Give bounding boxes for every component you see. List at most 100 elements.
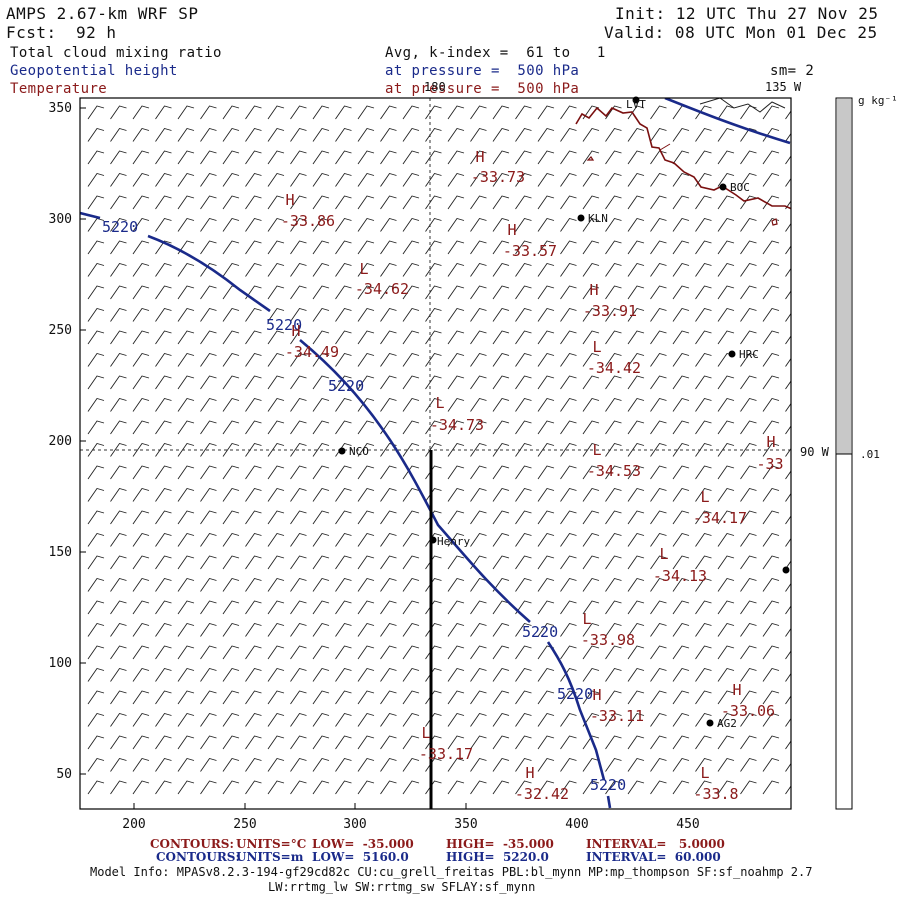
- wind-barb: [357, 105, 375, 120]
- wind-barb: [222, 330, 240, 345]
- wind-barb: [222, 532, 240, 547]
- wind-barb: [132, 352, 150, 367]
- wind-barb: [605, 285, 622, 300]
- wind-barb: [380, 195, 397, 210]
- wind-barb: [717, 690, 735, 705]
- wind-barb: [447, 780, 465, 795]
- wind-barb: [515, 217, 532, 232]
- wind-barb: [132, 420, 150, 435]
- wind-barb: [402, 510, 420, 525]
- wind-barb: [650, 667, 667, 682]
- wind-barb: [537, 690, 555, 705]
- wind-barb: [537, 105, 555, 120]
- wind-barb: [200, 307, 217, 322]
- wind-barb: [582, 532, 600, 547]
- wind-barb: [425, 645, 442, 660]
- wind-barb: [402, 420, 420, 435]
- wind-barb: [672, 195, 690, 210]
- wind-barb: [740, 375, 757, 390]
- wind-barb: [627, 532, 645, 547]
- wind-barb: [695, 712, 712, 727]
- wind-barb: [380, 622, 397, 637]
- wind-barb: [425, 555, 442, 570]
- wind-barb: [537, 150, 555, 165]
- wind-barb: [110, 465, 127, 480]
- wind-barb: [582, 307, 600, 322]
- wind-barb: [290, 285, 307, 300]
- model-info-2: LW:rrtmg_lw SW:rrtmg_sw SFLAY:sf_mynn: [268, 880, 536, 894]
- wind-barb: [672, 555, 690, 570]
- wind-barb: [245, 172, 262, 187]
- wind-barb: [87, 150, 105, 165]
- wind-barb: [312, 195, 330, 210]
- wind-barb: [672, 600, 690, 615]
- wind-barb: [560, 307, 577, 322]
- wind-barb: [695, 172, 712, 187]
- wind-barb: [357, 127, 375, 142]
- wind-barb: [357, 240, 375, 255]
- wind-barb: [717, 172, 735, 187]
- wind-barb: [650, 217, 667, 232]
- station-marker: [728, 350, 736, 358]
- wind-barb: [537, 735, 555, 750]
- wind-barb: [695, 375, 712, 390]
- wind-barb: [200, 240, 217, 255]
- wind-barb: [627, 487, 645, 502]
- wind-barb: [380, 352, 397, 367]
- y-tick-label: 350: [49, 101, 72, 116]
- wind-barb: [627, 285, 645, 300]
- wind-barb: [762, 577, 780, 592]
- wind-barb: [672, 285, 690, 300]
- wind-barb: [335, 510, 352, 525]
- x-tick-label: 200: [122, 817, 145, 832]
- wind-barb: [515, 532, 532, 547]
- wind-barb: [740, 330, 757, 345]
- wind-barb: [717, 622, 735, 637]
- wind-barb: [312, 352, 330, 367]
- wind-barb: [312, 577, 330, 592]
- wind-barb: [470, 307, 487, 322]
- center-value: -34.73: [430, 416, 484, 434]
- wind-barb: [335, 645, 352, 660]
- wind-barb: [447, 510, 465, 525]
- wind-barb: [492, 172, 510, 187]
- wind-barb: [177, 262, 195, 277]
- wind-barb: [762, 667, 780, 682]
- wind-barb: [155, 645, 172, 660]
- wind-barb: [492, 487, 510, 502]
- wind-barb: [425, 420, 442, 435]
- wind-barb: [762, 555, 780, 570]
- wind-barb: [245, 217, 262, 232]
- wind-barb: [87, 397, 105, 412]
- station-label: LVT: [626, 98, 646, 111]
- wind-barb: [492, 307, 510, 322]
- wind-barb: [155, 690, 172, 705]
- wind-barb: [357, 532, 375, 547]
- wind-barb: [492, 442, 510, 457]
- wind-barb: [762, 285, 780, 300]
- wind-barb: [740, 622, 757, 637]
- pressure-level-height: at pressure = 500 hPa: [385, 63, 580, 79]
- wind-barb: [695, 397, 712, 412]
- wind-barb: [312, 442, 330, 457]
- wind-barb: [785, 312, 791, 322]
- wind-barb: [200, 712, 217, 727]
- wind-barb: [560, 127, 577, 142]
- wind-barb: [200, 262, 217, 277]
- wind-barb: [312, 262, 330, 277]
- wind-barb: [717, 397, 735, 412]
- wind-barb: [650, 757, 667, 772]
- wind-barb: [695, 262, 712, 277]
- wind-barb: [245, 577, 262, 592]
- wind-barb: [470, 532, 487, 547]
- wind-barb: [560, 352, 577, 367]
- wind-barb: [290, 420, 307, 435]
- wind-barb: [740, 172, 757, 187]
- wind-barb: [785, 650, 791, 660]
- wind-barb: [402, 150, 420, 165]
- wind-barb: [762, 375, 780, 390]
- center-value: -33.8: [693, 785, 738, 803]
- wind-barb: [762, 532, 780, 547]
- wind-barb: [245, 510, 262, 525]
- temp-contour-interval: INTERVAL= 5.0000: [586, 837, 725, 851]
